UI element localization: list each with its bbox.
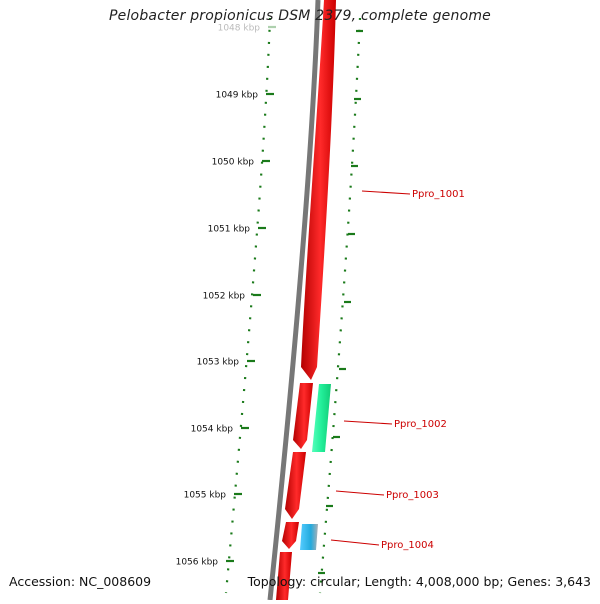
- kbp-tick-label: 1056 kbp: [176, 558, 219, 568]
- gene-cds-b[interactable]: [282, 522, 299, 549]
- accession-label: Accession: NC_008609: [9, 574, 152, 589]
- gene-label-leader-line: [361, 190, 411, 195]
- kbp-tick-label: 1049 kbp: [216, 91, 259, 101]
- gene-label[interactable]: Ppro_1004: [381, 540, 434, 551]
- gene-label-leader-line: [343, 420, 393, 425]
- gene-features: [276, 0, 336, 600]
- gene-labels: Ppro_1001 Ppro_1002 Ppro_1003 Ppro_1004: [330, 189, 465, 551]
- gene-ppro-1003[interactable]: [285, 452, 306, 519]
- gene-ppro-1001[interactable]: [301, 0, 336, 380]
- inner-dotted-ring: [224, 17, 272, 594]
- kbp-tick-label: 1052 kbp: [203, 292, 246, 302]
- gene-ppro-1002[interactable]: [312, 384, 331, 452]
- gene-label[interactable]: Ppro_1001: [412, 189, 465, 200]
- kbp-tick-label: 1048 kbp: [218, 24, 261, 34]
- kbp-axis: 1048 kbp 1049 kbp 1050 kbp 1051 kbp 1052 kbp…: [176, 24, 363, 575]
- kbp-tick-label: 1053 kbp: [197, 358, 240, 368]
- gene-label-leader-line: [330, 539, 380, 546]
- gene-label-leader-line: [335, 490, 385, 496]
- genome-summary-label: Topology: circular; Length: 4,008,000 bp…: [247, 574, 591, 589]
- kbp-tick-label: 1050 kbp: [212, 158, 255, 168]
- gene-label[interactable]: Ppro_1002: [394, 419, 447, 430]
- map-title: Pelobacter propionicus DSM 2379, complet…: [109, 8, 491, 24]
- kbp-tick-label: 1054 kbp: [191, 425, 234, 435]
- gene-cds-a[interactable]: [293, 383, 313, 449]
- kbp-tick-label: 1051 kbp: [208, 225, 251, 235]
- gene-ppro-1004[interactable]: [300, 524, 318, 550]
- genome-backbone: [267, 0, 321, 601]
- gene-label[interactable]: Ppro_1003: [386, 490, 439, 501]
- kbp-tick-label: 1055 kbp: [184, 491, 227, 501]
- gene-cds-c[interactable]: [276, 552, 292, 600]
